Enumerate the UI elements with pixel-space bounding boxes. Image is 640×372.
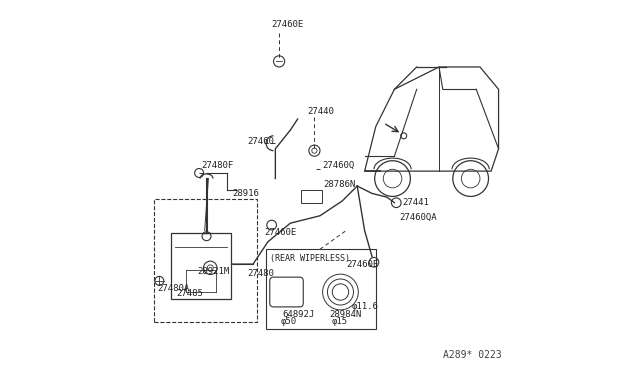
Text: 27460QA: 27460QA [399, 213, 437, 222]
Text: 27485: 27485 [177, 289, 204, 298]
Text: 64892J: 64892J [283, 310, 315, 319]
Text: φ50: φ50 [281, 317, 297, 326]
Text: 28916: 28916 [232, 189, 259, 198]
Text: 27460E: 27460E [264, 228, 296, 237]
Text: 27480: 27480 [248, 269, 275, 278]
Text: 27460E: 27460E [271, 20, 304, 29]
Text: (REAR WIPERLESS): (REAR WIPERLESS) [270, 254, 350, 263]
Text: 27460E: 27460E [346, 260, 378, 269]
Text: 28921M: 28921M [197, 267, 230, 276]
Text: 28984N: 28984N [330, 310, 362, 319]
Text: 27480A: 27480A [157, 284, 189, 293]
Text: A289* 0223: A289* 0223 [443, 350, 502, 360]
Text: 28786N: 28786N [324, 180, 356, 189]
Text: 27460Q: 27460Q [322, 161, 354, 170]
Text: 27480F: 27480F [202, 161, 234, 170]
Text: 27440: 27440 [307, 107, 334, 116]
Text: 27441: 27441 [403, 198, 429, 207]
Text: φ15: φ15 [331, 317, 348, 326]
Text: 27460: 27460 [248, 137, 275, 146]
Text: φ11.6: φ11.6 [351, 302, 378, 311]
